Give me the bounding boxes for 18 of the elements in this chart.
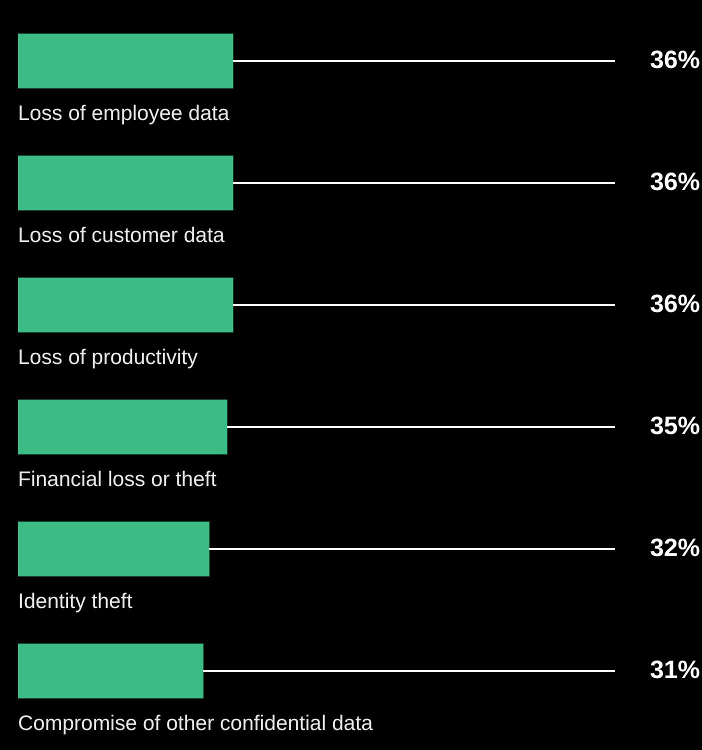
y-tick-label: Identity theft [18, 590, 133, 613]
bar [18, 34, 234, 88]
bar [18, 644, 204, 698]
y-tick-label: Financial loss or theft [18, 468, 217, 491]
y-tick-label: Loss of employee data [18, 102, 230, 125]
bar [18, 400, 228, 454]
y-tick-label: Loss of productivity [18, 346, 198, 369]
data-label: 32% [650, 534, 700, 562]
bar [18, 156, 234, 210]
bar [18, 278, 234, 332]
data-label: 35% [650, 412, 700, 440]
data-label: 36% [650, 46, 700, 74]
data-label: 36% [650, 290, 700, 318]
y-tick-label: Compromise of other confidential data [18, 712, 374, 735]
bar [18, 522, 210, 576]
data-label: 36% [650, 168, 700, 196]
y-tick-label: Loss of customer data [18, 224, 225, 247]
data-label: 31% [650, 656, 700, 684]
